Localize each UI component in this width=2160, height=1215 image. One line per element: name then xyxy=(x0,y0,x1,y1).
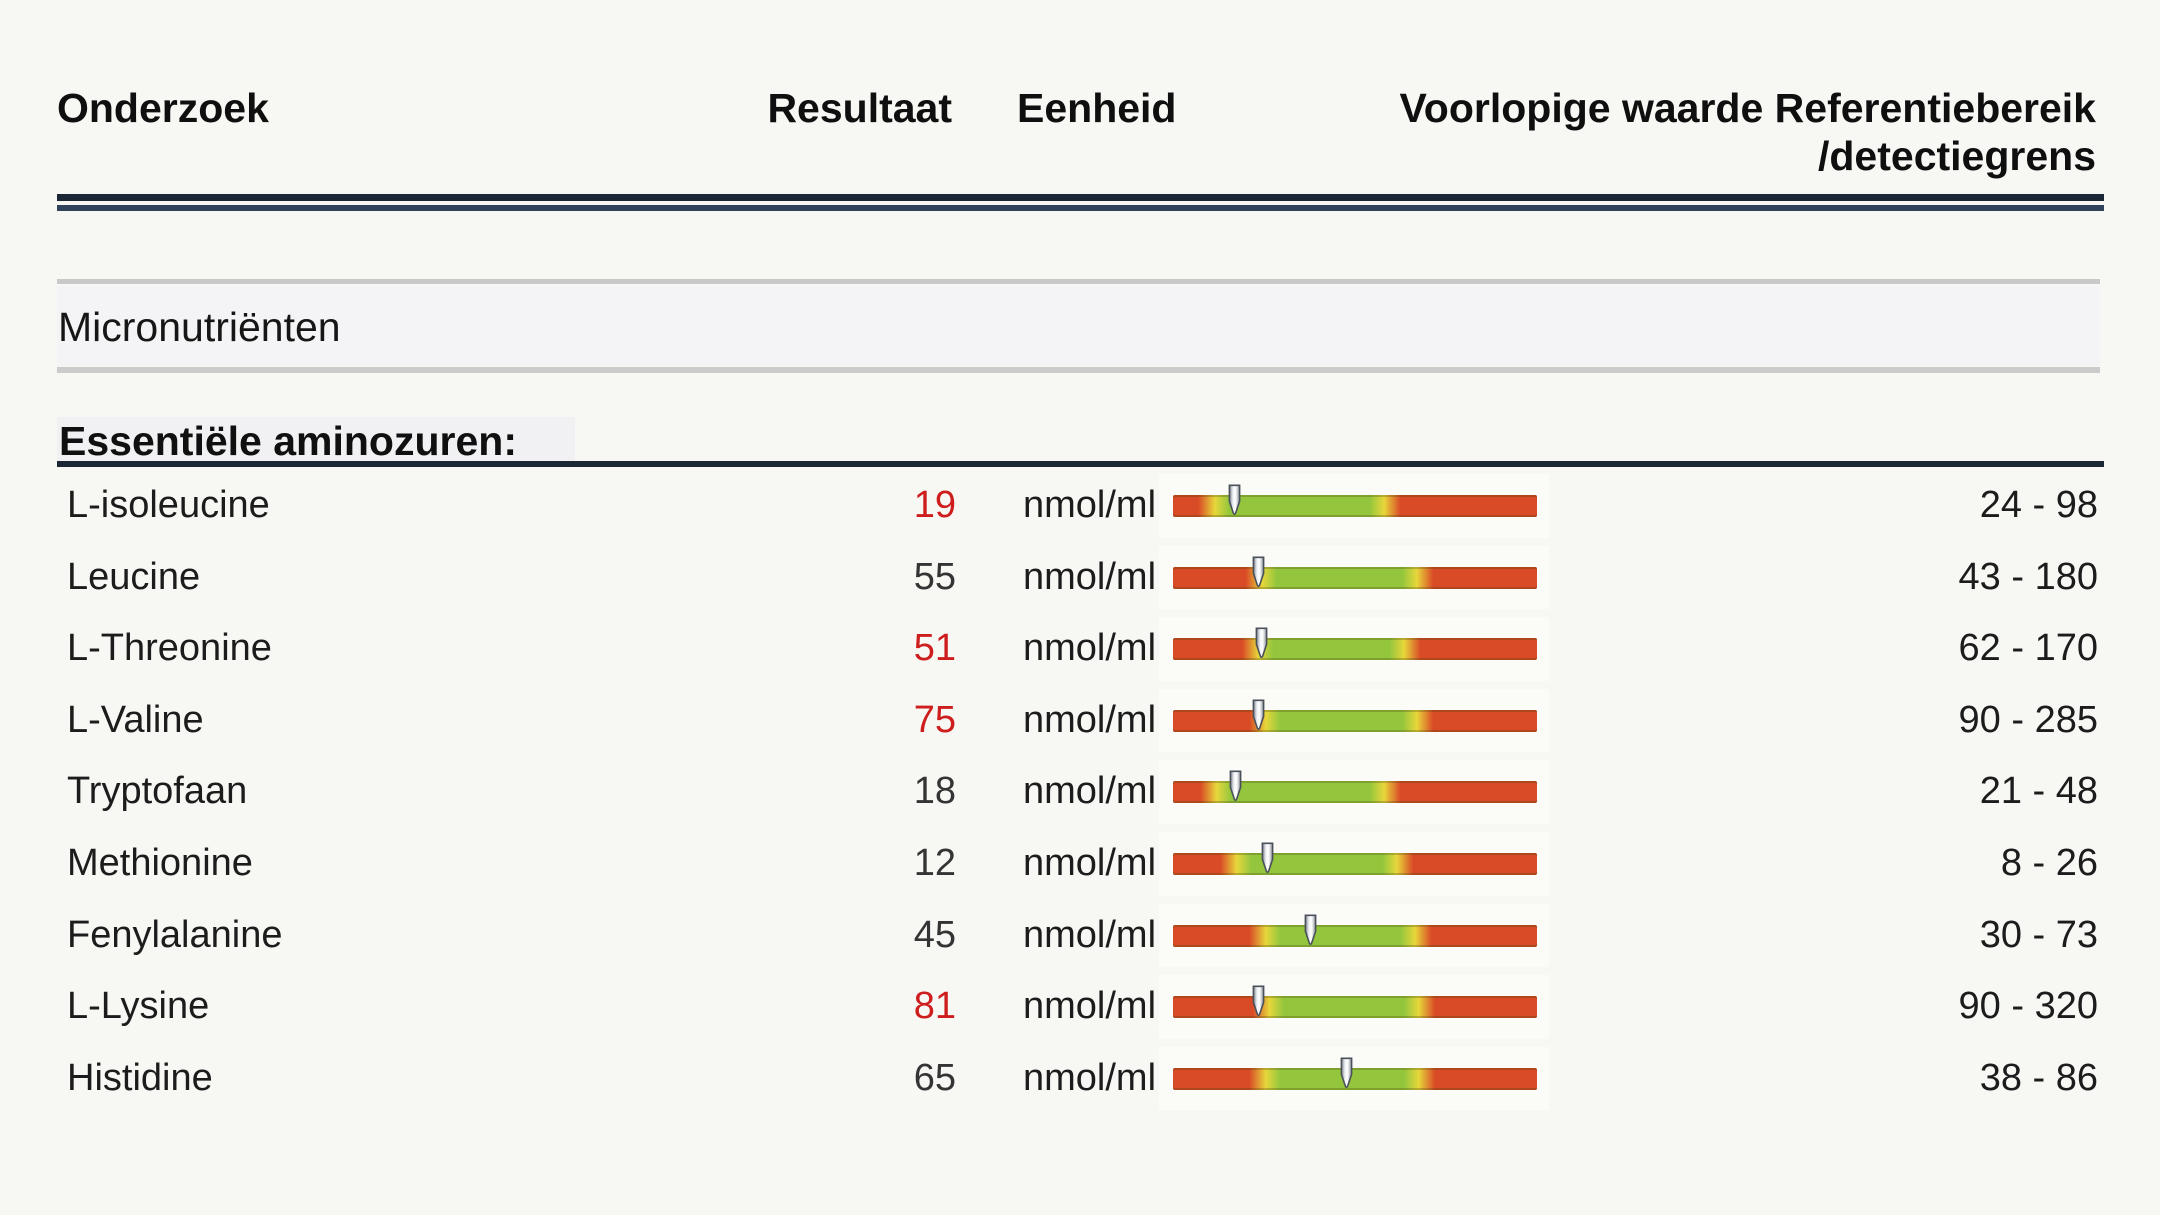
section-title-micronutrienten: Micronutriënten xyxy=(58,304,341,350)
detectiegrens-label: /detectiegrens xyxy=(1818,133,2096,179)
section-divider-bottom xyxy=(57,367,2100,373)
unit-label: nmol/ml xyxy=(1023,841,1157,884)
section-divider-top xyxy=(57,279,2100,284)
table-row: Fenylalanine 45 nmol/ml 30 - 73 xyxy=(0,900,2160,972)
gauge-bar xyxy=(1173,566,1537,589)
gauge xyxy=(1159,756,1549,828)
result-value: 55 xyxy=(913,555,956,598)
gauge-marker-icon xyxy=(1252,699,1265,730)
gauge xyxy=(1159,1043,1549,1115)
column-header-eenheid: Eenheid xyxy=(1017,85,1177,131)
reference-range: 8 - 26 xyxy=(2000,841,2098,884)
analyte-name: Histidine xyxy=(67,1056,213,1099)
analyte-name: Tryptofaan xyxy=(67,770,248,813)
table-row: L-Valine 75 nmol/ml 90 - 285 xyxy=(0,685,2160,757)
reference-range: 21 - 48 xyxy=(1979,770,2098,813)
gauge-marker-icon xyxy=(1228,484,1241,516)
subsection-highlight: Essentiële aminozuren: xyxy=(57,417,575,465)
analyte-name: Fenylalanine xyxy=(67,913,283,956)
unit-label: nmol/ml xyxy=(1023,627,1157,670)
gauge-marker-icon xyxy=(1252,556,1265,587)
table-row: L-isoleucine 19 nmol/ml 24 - 98 xyxy=(0,470,2160,542)
gauge xyxy=(1159,971,1549,1043)
gauge xyxy=(1159,470,1549,542)
section-band-micronutrienten: Micronutriënten xyxy=(57,286,2100,366)
header-rule-top xyxy=(57,194,2104,201)
subsection-rule xyxy=(57,461,2104,467)
gauge-bar xyxy=(1173,852,1537,875)
gauge-marker-icon xyxy=(1305,914,1317,945)
result-value: 65 xyxy=(913,1056,956,1099)
header-rule-bottom xyxy=(57,205,2104,211)
gauge-bar xyxy=(1173,1067,1537,1090)
unit-label: nmol/ml xyxy=(1023,913,1157,956)
result-value: 12 xyxy=(913,841,956,884)
analyte-name: L-Valine xyxy=(67,698,204,741)
analyte-name: L-Threonine xyxy=(67,627,272,670)
unit-label: nmol/ml xyxy=(1023,484,1157,526)
gauge-bar xyxy=(1173,638,1537,661)
gauge xyxy=(1159,685,1549,757)
table-row: L-Threonine 51 nmol/ml 62 - 170 xyxy=(0,613,2160,685)
unit-label: nmol/ml xyxy=(1023,555,1157,598)
analyte-name: Methionine xyxy=(67,841,253,884)
reference-range: 62 - 170 xyxy=(1958,627,2098,670)
table-row: Tryptofaan 18 nmol/ml 21 - 48 xyxy=(0,756,2160,828)
unit-label: nmol/ml xyxy=(1023,698,1157,741)
table-row: Leucine 55 nmol/ml 43 - 180 xyxy=(0,542,2160,614)
reference-range: 38 - 86 xyxy=(1979,1056,2098,1099)
result-value: 51 xyxy=(913,627,956,670)
analyte-name: L-Lysine xyxy=(67,985,210,1028)
column-header-voorlopige-waarde: Voorlopige waarde Referentiebereik xyxy=(1400,84,2097,132)
gauge xyxy=(1159,828,1549,900)
voorlopige-waarde-label: Voorlopige waarde xyxy=(1399,85,1764,131)
reference-range: 90 - 320 xyxy=(1958,985,2098,1028)
reference-range: 30 - 73 xyxy=(1979,913,2098,956)
reference-range: 24 - 98 xyxy=(1979,484,2098,526)
gauge-bar xyxy=(1173,495,1537,517)
gauge-marker-icon xyxy=(1340,1057,1353,1088)
gauge-marker-icon xyxy=(1261,842,1274,874)
subsection-title-essentiele-aminozuren: Essentiële aminozuren: xyxy=(59,418,517,464)
gauge xyxy=(1159,613,1549,685)
reference-range: 90 - 285 xyxy=(1958,698,2098,741)
table-row: L-Lysine 81 nmol/ml 90 - 320 xyxy=(0,971,2160,1043)
gauge xyxy=(1159,542,1549,614)
gauge xyxy=(1159,900,1549,972)
gauge-bar xyxy=(1173,781,1537,804)
analyte-name: Leucine xyxy=(67,555,201,598)
unit-label: nmol/ml xyxy=(1023,985,1157,1028)
analyte-name: L-isoleucine xyxy=(67,484,270,526)
result-value: 19 xyxy=(913,484,956,526)
result-value: 18 xyxy=(913,770,956,813)
column-header-referentiebereik: Voorlopige waarde Referentiebereik /dete… xyxy=(1400,84,2097,180)
column-header-resultaat: Resultaat xyxy=(767,85,952,131)
results-table: L-isoleucine 19 nmol/ml 24 - 98 Leucine … xyxy=(0,470,2160,1114)
table-row: Histidine 65 nmol/ml 38 - 86 xyxy=(0,1043,2160,1115)
gauge-bar xyxy=(1173,709,1537,732)
unit-label: nmol/ml xyxy=(1023,770,1157,813)
column-header-onderzoek: Onderzoek xyxy=(57,85,269,131)
gauge-marker-icon xyxy=(1252,985,1265,1017)
result-value: 81 xyxy=(913,985,956,1028)
result-value: 45 xyxy=(913,913,956,956)
gauge-bar xyxy=(1173,996,1537,1019)
gauge-marker-icon xyxy=(1255,627,1268,659)
gauge-bar xyxy=(1173,924,1537,947)
result-value: 75 xyxy=(913,698,956,741)
unit-label: nmol/ml xyxy=(1023,1056,1157,1099)
gauge-marker-icon xyxy=(1229,770,1242,802)
reference-range: 43 - 180 xyxy=(1958,555,2098,598)
table-row: Methionine 12 nmol/ml 8 - 26 xyxy=(0,828,2160,900)
referentiebereik-label: Referentiebereik xyxy=(1774,85,2096,131)
